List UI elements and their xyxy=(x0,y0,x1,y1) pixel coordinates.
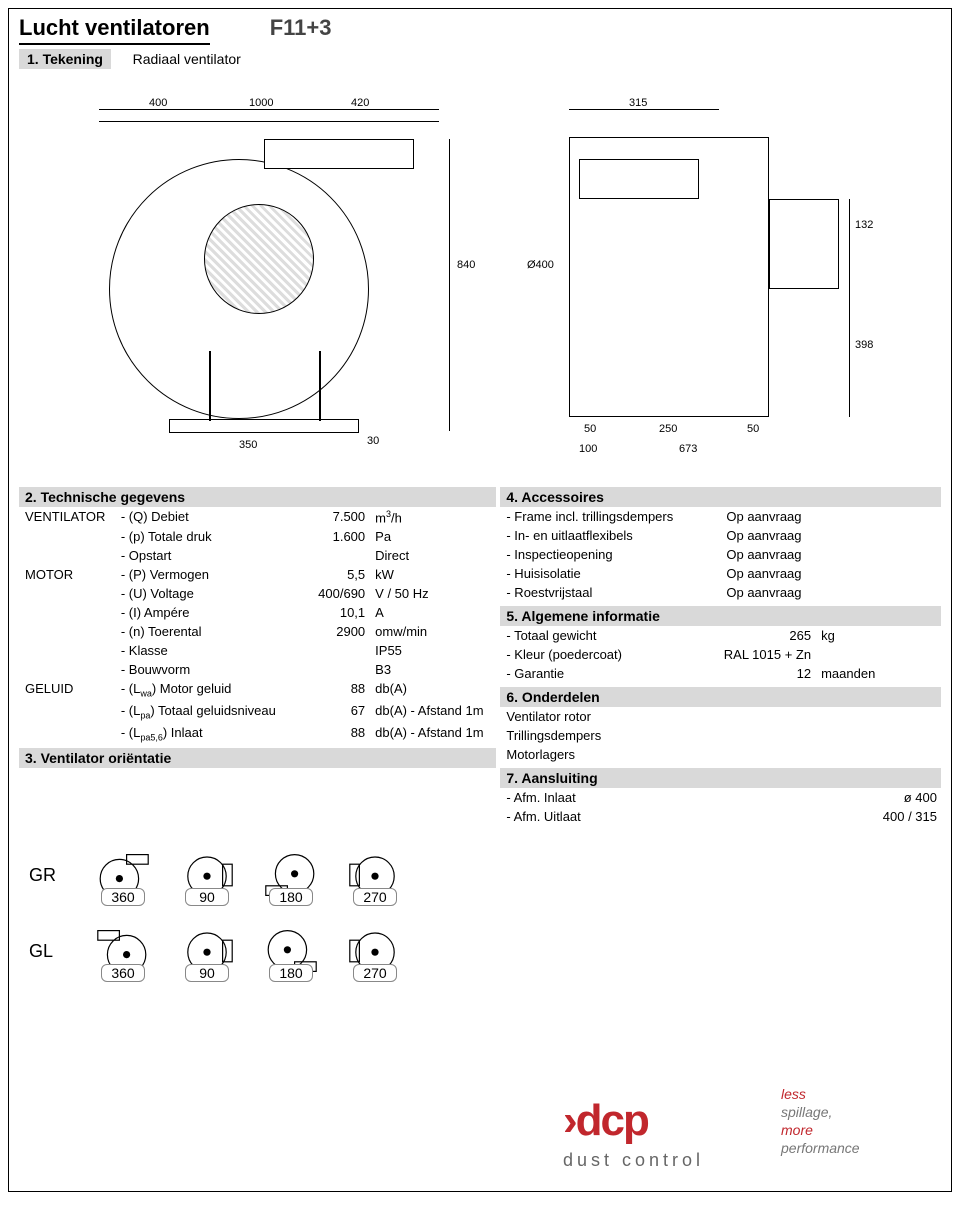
info-table: - Totaal gewicht265kg - Kleur (poedercoa… xyxy=(500,626,941,683)
section-2-label: 2. Technische gegevens xyxy=(19,487,496,507)
dim: 50 xyxy=(747,423,759,435)
table-row: - Totaal gewicht265kg xyxy=(500,626,941,645)
section-3-label: 3. Ventilator oriëntatie xyxy=(19,748,496,768)
parts-table: Ventilator rotor Trillingsdempers Motorl… xyxy=(500,707,941,764)
orientation-diagrams: GR 360 90 180 270 GL 360 xyxy=(9,826,951,1008)
dim: 250 xyxy=(659,423,677,435)
group-label: MOTOR xyxy=(19,565,115,584)
table-row: Trillingsdempers xyxy=(500,726,941,745)
orient-icon: 90 xyxy=(177,846,237,904)
dim: 50 xyxy=(584,423,596,435)
section-1-subtitle: Radiaal ventilator xyxy=(133,51,241,67)
table-row: - Kleur (poedercoat)RAL 1015 + Zn xyxy=(500,645,941,664)
table-row: - (Lpa5,6) Inlaat88db(A) - Afstand 1m xyxy=(19,723,496,745)
orient-icon: 270 xyxy=(345,922,405,980)
orient-icon: 270 xyxy=(345,846,405,904)
spec-table: VENTILATOR- (Q) Debiet7.500m3/h - (p) To… xyxy=(19,507,496,744)
brand-logo: ›dcp dust control less spillage, more pe… xyxy=(563,1071,923,1171)
table-row: VENTILATOR- (Q) Debiet7.500m3/h xyxy=(19,507,496,527)
section-4-label: 4. Accessoires xyxy=(500,487,941,507)
table-row: - (Lpa) Totaal geluidsniveau67db(A) - Af… xyxy=(19,701,496,723)
front-view: 400 1000 420 840 350 30 xyxy=(89,99,469,449)
conn-table: - Afm. Inlaatø 400 - Afm. Uitlaat400 / 3… xyxy=(500,788,941,826)
section-1-header: 1. Tekening Radiaal ventilator xyxy=(9,45,951,69)
table-row: - Afm. Inlaatø 400 xyxy=(500,788,941,807)
accessories-table: - Frame incl. trillingsdempersOp aanvraa… xyxy=(500,507,941,602)
table-row: - KlasseIP55 xyxy=(19,641,496,660)
orient-icon: 360 xyxy=(93,922,153,980)
table-row: - Afm. Uitlaat400 / 315 xyxy=(500,807,941,826)
header: Lucht ventilatoren F11+3 xyxy=(9,9,951,45)
logo-subtitle: dust control xyxy=(563,1150,704,1171)
table-row: Motorlagers xyxy=(500,745,941,764)
table-row: - HuisisolatieOp aanvraag xyxy=(500,564,941,583)
orient-icon: 90 xyxy=(177,922,237,980)
orient-row-gl: GL 360 90 180 270 xyxy=(29,922,941,980)
spec-columns: 2. Technische gegevens VENTILATOR- (Q) D… xyxy=(9,479,951,826)
dim: 132 xyxy=(855,219,873,231)
section-6-label: 6. Onderdelen xyxy=(500,687,941,707)
orient-row-gr: GR 360 90 180 270 xyxy=(29,846,941,904)
table-row: - (n) Toerental2900omw/min xyxy=(19,622,496,641)
table-row: - InspectieopeningOp aanvraag xyxy=(500,545,941,564)
table-row: - Garantie12maanden xyxy=(500,664,941,683)
dim: 400 xyxy=(149,97,167,109)
table-row: - BouwvormB3 xyxy=(19,660,496,679)
table-row: - (U) Voltage400/690V / 50 Hz xyxy=(19,584,496,603)
dim: 840 xyxy=(457,259,475,271)
dim: 100 xyxy=(579,443,597,455)
dim: Ø400 xyxy=(527,259,554,271)
table-row: MOTOR- (P) Vermogen5,5kW xyxy=(19,565,496,584)
table-row: Ventilator rotor xyxy=(500,707,941,726)
orient-icon: 180 xyxy=(261,922,321,980)
dim: 1000 xyxy=(249,97,273,109)
dim: 30 xyxy=(367,435,379,447)
left-column: 2. Technische gegevens VENTILATOR- (Q) D… xyxy=(19,483,496,826)
table-row: - (I) Ampére10,1A xyxy=(19,603,496,622)
technical-drawing: 400 1000 420 840 350 30 315 Ø400 132 398… xyxy=(29,99,931,469)
table-row: - OpstartDirect xyxy=(19,546,496,565)
orient-label-gr: GR xyxy=(29,865,69,886)
group-label: VENTILATOR xyxy=(19,507,115,527)
table-row: - (p) Totale druk1.600Pa xyxy=(19,527,496,546)
side-view: 315 Ø400 132 398 50 250 50 100 673 xyxy=(509,99,889,449)
table-row: - In- en uitlaatflexibelsOp aanvraag xyxy=(500,526,941,545)
orient-label-gl: GL xyxy=(29,941,69,962)
table-row: GELUID- (Lwa) Motor geluid88db(A) xyxy=(19,679,496,701)
table-row: - RoestvrijstaalOp aanvraag xyxy=(500,583,941,602)
dim: 420 xyxy=(351,97,369,109)
dim: 673 xyxy=(679,443,697,455)
dim: 315 xyxy=(629,97,647,109)
page-title: Lucht ventilatoren xyxy=(19,15,210,45)
right-column: 4. Accessoires - Frame incl. trillingsde… xyxy=(500,483,941,826)
model-code: F11+3 xyxy=(270,15,332,41)
logo-mark: ›dcp xyxy=(563,1096,763,1146)
dim: 350 xyxy=(239,439,257,451)
dim: 398 xyxy=(855,339,873,351)
logo-tagline: less spillage, more performance xyxy=(781,1085,860,1158)
table-row: - Frame incl. trillingsdempersOp aanvraa… xyxy=(500,507,941,526)
section-5-label: 5. Algemene informatie xyxy=(500,606,941,626)
page: Lucht ventilatoren F11+3 1. Tekening Rad… xyxy=(8,8,952,1192)
section-7-label: 7. Aansluiting xyxy=(500,768,941,788)
orient-icon: 360 xyxy=(93,846,153,904)
orient-icon: 180 xyxy=(261,846,321,904)
section-1-label: 1. Tekening xyxy=(19,49,111,69)
group-label: GELUID xyxy=(19,679,115,701)
